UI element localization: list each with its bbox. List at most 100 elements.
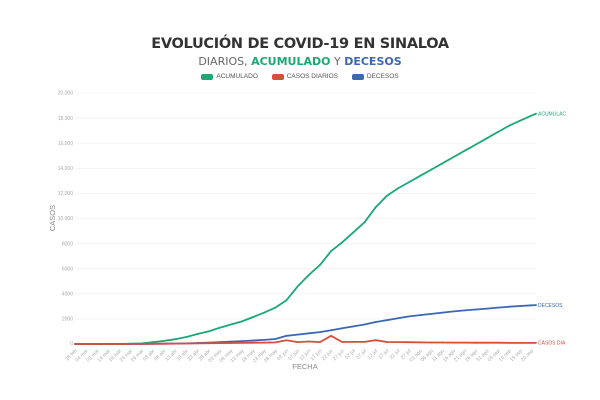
data-point	[397, 187, 399, 190]
legend-label: CASOS DIARIOS	[286, 73, 339, 80]
data-point	[185, 336, 188, 338]
data-point	[408, 341, 410, 344]
data-point	[263, 338, 266, 341]
legend-item-acumulado[interactable]: ACUMULADO	[201, 73, 258, 80]
legend-swatch	[201, 73, 214, 80]
y-tick-label: 10,000	[58, 216, 74, 222]
data-point	[241, 320, 243, 323]
data-point	[196, 333, 199, 335]
data-point	[152, 341, 154, 344]
subtitle-diarios: DIARIOS,	[198, 55, 252, 68]
x-tick-label: 27 jun	[332, 348, 346, 362]
data-point	[508, 305, 511, 308]
data-point	[430, 341, 433, 344]
data-point	[397, 341, 399, 344]
x-tick-label: 22 jul	[389, 348, 402, 361]
x-tick-label: 02 jul	[344, 348, 357, 361]
data-point	[519, 341, 522, 344]
data-point	[163, 339, 165, 342]
data-point	[441, 162, 444, 165]
subtitle-acumulado: ACUMULADO	[251, 55, 331, 68]
data-point	[118, 343, 121, 345]
data-point	[307, 332, 310, 335]
data-point	[296, 285, 299, 288]
y-tick-label: 8000	[62, 241, 73, 247]
data-point	[263, 311, 266, 314]
subtitle-decesos: DECESOS	[344, 55, 402, 68]
data-point	[419, 341, 422, 344]
data-point	[419, 314, 422, 317]
data-point	[129, 343, 132, 345]
legend: ACUMULADO CASOS DIARIOS DECESOS	[0, 73, 600, 82]
data-point	[463, 341, 466, 344]
data-point	[474, 143, 477, 146]
data-point	[430, 312, 433, 315]
data-point	[463, 309, 466, 312]
data-point	[486, 137, 488, 140]
data-point	[85, 343, 88, 345]
data-point	[530, 114, 533, 117]
data-point	[352, 340, 355, 343]
data-point	[430, 168, 433, 171]
data-point	[352, 325, 355, 328]
data-point	[319, 341, 321, 344]
data-point	[341, 341, 344, 343]
series-line-decesos	[75, 304, 537, 345]
data-point	[330, 329, 333, 332]
end-label: DECESOS	[538, 303, 563, 309]
x-tick-label: 20 sep	[520, 348, 535, 363]
data-point	[508, 124, 511, 127]
legend-item-casos-diarios[interactable]: CASOS DIARIOS	[271, 73, 339, 80]
data-point	[530, 304, 533, 307]
data-point	[441, 341, 444, 344]
data-point	[207, 330, 210, 333]
data-point	[352, 231, 355, 234]
data-point	[486, 307, 488, 310]
data-point	[385, 319, 388, 322]
data-point	[452, 341, 455, 344]
data-point	[452, 310, 455, 313]
x-tick-label: 29 mar	[130, 348, 145, 363]
data-point	[140, 342, 143, 345]
data-point	[96, 343, 99, 345]
end-label: CASOS DIA	[538, 341, 566, 347]
x-axis-title: FECHA	[292, 362, 317, 371]
data-point	[229, 340, 232, 343]
data-point	[397, 317, 399, 320]
data-point	[530, 341, 533, 344]
data-point	[374, 339, 377, 342]
data-point	[307, 340, 310, 343]
legend-swatch	[271, 73, 284, 80]
y-tick-label: 0	[70, 342, 73, 348]
data-point	[274, 338, 277, 340]
data-point	[374, 321, 377, 323]
x-tick-label: 12 jul	[366, 348, 379, 361]
data-point	[229, 323, 232, 326]
data-point	[497, 306, 500, 309]
data-point	[307, 274, 310, 276]
data-point	[229, 342, 232, 344]
x-tick-label: 17 jul	[378, 348, 391, 361]
y-tick-label: 2000	[62, 317, 73, 323]
data-point	[241, 340, 243, 343]
data-point	[218, 326, 221, 329]
data-point	[218, 342, 221, 345]
chart-title: EVOLUCIÓN DE COVID-19 EN SINALOA	[151, 36, 449, 52]
subtitle-y: Y	[330, 55, 345, 68]
data-point	[185, 342, 188, 345]
chart-subtitle: DIARIOS, ACUMULADO Y DECESOS	[0, 55, 600, 68]
y-tick-label: 6000	[62, 266, 73, 272]
data-point	[296, 341, 299, 344]
data-point	[174, 342, 177, 345]
x-tick-label: 07 jul	[355, 348, 368, 361]
data-point	[163, 342, 165, 345]
data-point	[474, 341, 477, 344]
data-point	[252, 316, 255, 318]
data-point	[263, 341, 266, 344]
data-point	[486, 341, 488, 344]
data-point	[285, 339, 288, 342]
legend-item-decesos[interactable]: DECESOS	[351, 73, 399, 80]
data-point	[474, 308, 477, 311]
